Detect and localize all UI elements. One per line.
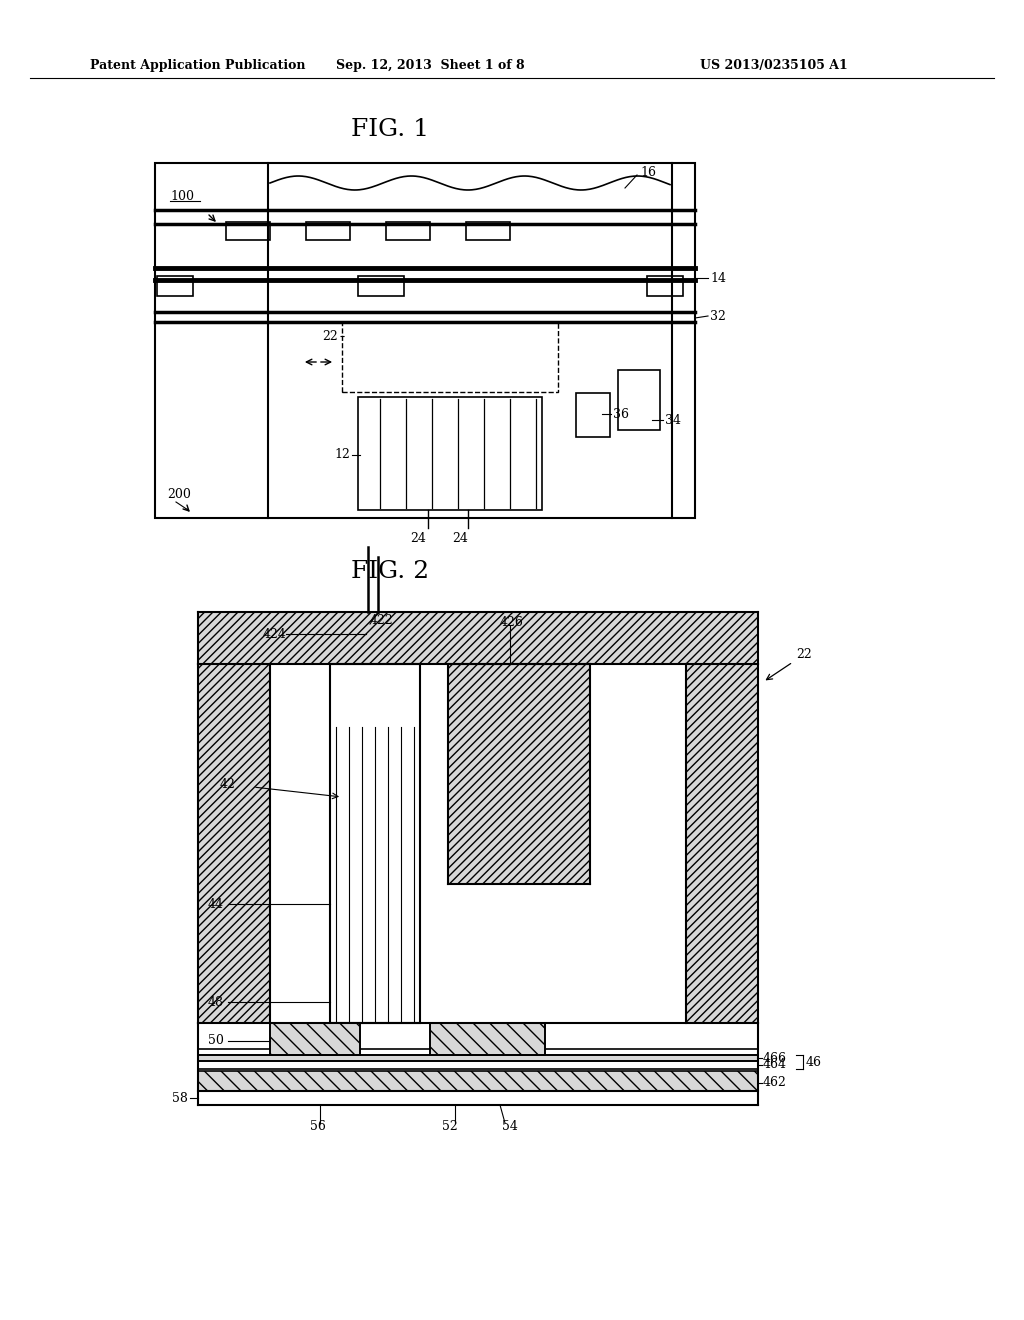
Text: 56: 56 (310, 1121, 326, 1134)
Bar (226, 222, 270, 240)
Text: 44: 44 (208, 898, 224, 911)
Text: 22: 22 (796, 648, 812, 660)
Text: 24: 24 (452, 532, 468, 544)
Bar (575, 393, 610, 437)
Text: US 2013/0235105 A1: US 2013/0235105 A1 (700, 58, 848, 71)
Text: 200: 200 (167, 488, 190, 502)
Text: 50: 50 (208, 1035, 224, 1048)
Bar (306, 222, 350, 240)
Text: Patent Application Publication: Patent Application Publication (90, 58, 305, 71)
Bar (686, 664, 758, 1023)
Text: Sep. 12, 2013  Sheet 1 of 8: Sep. 12, 2013 Sheet 1 of 8 (336, 58, 524, 71)
Text: 46: 46 (806, 1056, 822, 1068)
Text: 32: 32 (710, 309, 726, 322)
Bar (330, 664, 420, 1023)
Text: FIG. 2: FIG. 2 (351, 561, 429, 583)
Text: 58: 58 (172, 1092, 188, 1105)
Text: 42: 42 (220, 777, 236, 791)
Text: 424: 424 (263, 627, 287, 640)
Bar (386, 222, 430, 240)
Text: FIG. 1: FIG. 1 (351, 119, 429, 141)
Text: 464: 464 (763, 1059, 787, 1072)
Bar (198, 612, 758, 664)
Text: 48: 48 (208, 995, 224, 1008)
Bar (270, 1023, 360, 1055)
Bar (198, 1071, 758, 1092)
Bar (342, 322, 558, 392)
Text: 54: 54 (502, 1121, 518, 1134)
Text: 22: 22 (323, 330, 338, 342)
Text: 14: 14 (710, 272, 726, 285)
Bar (449, 664, 590, 884)
Text: 422: 422 (370, 614, 394, 627)
Bar (155, 162, 695, 517)
Text: 466: 466 (763, 1052, 787, 1064)
Bar (198, 1053, 758, 1061)
Bar (270, 664, 686, 1023)
Bar (466, 222, 510, 240)
Bar (430, 1023, 545, 1055)
Text: 12: 12 (334, 449, 350, 462)
Bar (198, 1049, 758, 1055)
Text: 100: 100 (170, 190, 194, 202)
Text: 24: 24 (410, 532, 426, 544)
Bar (157, 276, 193, 296)
Bar (618, 370, 660, 430)
Bar (198, 664, 270, 1023)
Bar (358, 397, 542, 510)
Text: 34: 34 (665, 413, 681, 426)
Text: 462: 462 (763, 1077, 786, 1089)
Bar (647, 276, 683, 296)
Text: 16: 16 (640, 165, 656, 178)
Text: 426: 426 (500, 615, 524, 628)
Text: 36: 36 (613, 408, 629, 421)
Bar (358, 276, 404, 296)
Text: 52: 52 (442, 1121, 458, 1134)
